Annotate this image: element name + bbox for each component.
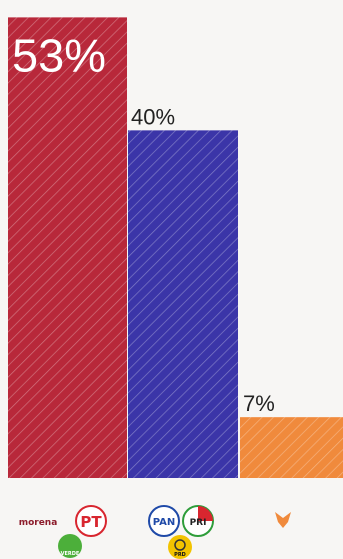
data-label-2: 40% (131, 104, 175, 129)
svg-text:PAN: PAN (153, 517, 176, 528)
svg-text:PRI: PRI (190, 518, 207, 528)
svg-text:PRD: PRD (174, 552, 186, 558)
eagle-icon (275, 512, 291, 528)
svg-text:PT: PT (80, 513, 102, 531)
pan-logo: PAN (148, 505, 180, 537)
bar-hatch-2 (128, 130, 238, 478)
pri-logo: PRI (182, 505, 214, 537)
prd-logo: PRD (168, 535, 192, 559)
verde-logo: VERDE (58, 534, 82, 558)
svg-text:VERDE: VERDE (61, 551, 80, 557)
party-logos: morena PT VERDE PAN PRI PRD (19, 505, 291, 559)
morena-logo: morena (19, 518, 58, 528)
bar-hatch-3 (240, 417, 343, 478)
data-label-3: 7% (243, 391, 275, 416)
pt-logo: PT (75, 505, 107, 537)
data-label-1: 53% (12, 29, 106, 81)
bar-hatch-1 (8, 17, 127, 479)
